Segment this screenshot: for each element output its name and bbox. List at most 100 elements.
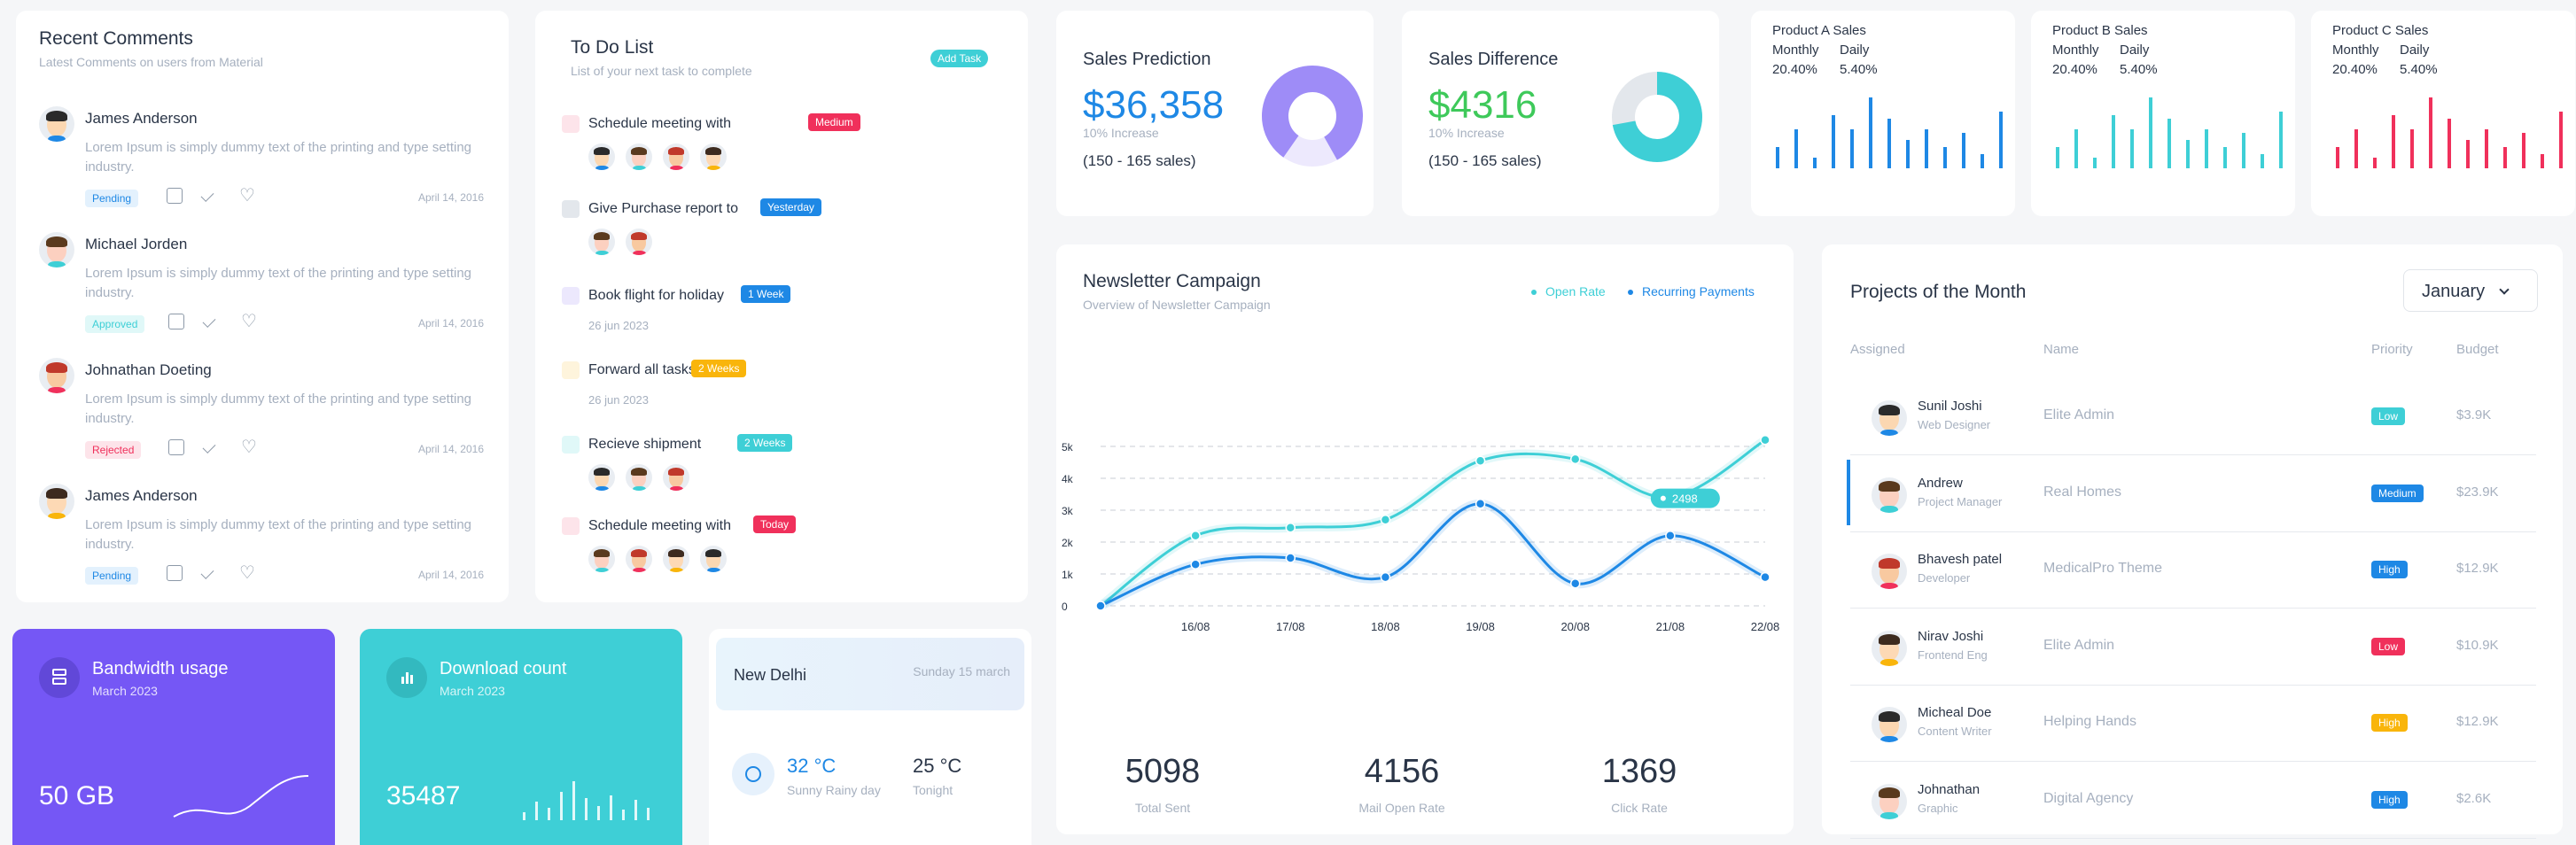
priority-badge: Low	[2371, 637, 2406, 655]
avatar	[588, 546, 615, 572]
task-checkbox[interactable]	[562, 436, 580, 454]
projects-title: Projects of the Month	[1850, 282, 2027, 302]
assignee-name: Nirav Joshi	[1918, 628, 1984, 644]
edit-icon[interactable]	[168, 439, 184, 455]
comment-text: Lorem Ipsum is simply dummy text of the …	[85, 517, 472, 552]
weather-city: New Delhi	[734, 666, 807, 684]
y-tick-label: 2k	[1062, 537, 1074, 549]
product-bar	[2223, 147, 2227, 168]
heart-icon[interactable]: ♡	[241, 312, 257, 331]
task-text: Book flight for holiday	[588, 288, 724, 303]
add-task-button[interactable]: Add Task	[930, 50, 989, 67]
download-bar	[572, 781, 575, 820]
series-glow	[1097, 436, 1768, 610]
product-bar	[2466, 140, 2470, 168]
budget-value: $12.9K	[2456, 714, 2499, 729]
table-row[interactable]: Andrew Project Manager Real Homes Medium $23…	[1847, 456, 2536, 532]
product-bar	[1981, 154, 1984, 168]
weather-cond2: Tonight	[913, 783, 953, 797]
sales-prediction-card: Sales Prediction $36,358 10% Increase (1…	[1056, 11, 1374, 216]
product-bar	[1943, 147, 1947, 168]
sun-rain-icon	[732, 753, 774, 795]
heart-icon[interactable]: ♡	[241, 438, 257, 457]
download-bar	[560, 792, 563, 820]
product-bar	[2056, 147, 2059, 168]
product-bar	[1869, 97, 1872, 168]
sales-difference-title: Sales Difference	[1428, 50, 1559, 69]
stat-label: Mail Open Rate	[1358, 801, 1445, 815]
daily-label: Daily	[2400, 43, 2430, 58]
task-checkbox[interactable]	[562, 361, 580, 379]
sales-difference-donut	[1612, 72, 1702, 162]
table-row[interactable]: Micheal Doe Content Writer Helping Hands Hi…	[1850, 686, 2536, 762]
data-point	[1665, 531, 1676, 541]
table-header: Assigned	[1850, 342, 1905, 357]
sales-prediction-value: $36,358	[1083, 83, 1225, 127]
comment-date: April 14, 2016	[417, 443, 484, 455]
month-select[interactable]: January	[2403, 269, 2538, 312]
avatar	[1872, 630, 1907, 666]
product-bar	[2167, 119, 2171, 168]
recent-comments-title: Recent Comments	[39, 28, 193, 49]
table-row[interactable]: Nirav Joshi Frontend Eng Elite Admin Low $10…	[1850, 609, 2536, 686]
comment-text: Lorem Ipsum is simply dummy text of the …	[85, 266, 472, 300]
product-bar	[2503, 147, 2507, 168]
download-title: Download count	[440, 659, 567, 678]
check-icon[interactable]	[202, 440, 216, 454]
data-point	[1285, 523, 1296, 533]
edit-icon[interactable]	[168, 314, 184, 329]
table-row[interactable]: Sunil Joshi Web Designer Elite Admin Low $3.…	[1850, 379, 2536, 455]
download-bar	[535, 802, 538, 820]
y-tick-label: 4k	[1062, 473, 1074, 485]
task-checkbox[interactable]	[562, 517, 580, 535]
sales-prediction-donut	[1262, 66, 1363, 167]
product-bar	[2448, 119, 2451, 168]
assignee-name: Andrew	[1918, 475, 1963, 491]
task-checkbox[interactable]	[562, 200, 580, 218]
edit-icon[interactable]	[167, 188, 183, 204]
table-header: Name	[2043, 342, 2080, 357]
sales-difference-value: $4316	[1428, 83, 1537, 127]
heart-icon[interactable]: ♡	[239, 563, 255, 583]
data-point	[1569, 578, 1581, 589]
download-bar	[610, 795, 612, 820]
status-badge: Pending	[85, 190, 139, 207]
bandwidth-value: 50 GB	[39, 781, 115, 810]
task-checkbox[interactable]	[562, 287, 580, 305]
heart-icon[interactable]: ♡	[239, 186, 255, 205]
assignee-role: Graphic	[1918, 801, 1958, 815]
todo-card: To Do List List of your next task to com…	[535, 11, 1028, 602]
table-row[interactable]: Bhavesh patel Developer MedicalPro Theme Hi…	[1850, 532, 2536, 609]
check-icon[interactable]	[200, 189, 214, 202]
avatar	[39, 232, 74, 267]
check-icon[interactable]	[202, 314, 216, 328]
daily-value: 5.40%	[1840, 62, 1878, 77]
x-tick-label: 22/08	[1751, 620, 1780, 633]
assignee-role: Web Designer	[1918, 418, 1991, 431]
assignee-name: Micheal Doe	[1918, 705, 1992, 720]
x-tick-label: 16/08	[1181, 620, 1210, 633]
assignee-name: Sunil Joshi	[1918, 399, 1982, 414]
project-name: Helping Hands	[2043, 714, 2136, 729]
table-header: Priority	[2371, 342, 2413, 357]
weather-header: New Delhi Sunday 15 march	[716, 638, 1024, 710]
comment-text: Lorem Ipsum is simply dummy text of the …	[85, 391, 472, 426]
product-bar	[2429, 97, 2432, 168]
product-title: Product C Sales	[2332, 23, 2429, 38]
product-bar	[1962, 133, 1965, 168]
sales-prediction-increase: 10% Increase	[1083, 126, 1159, 140]
download-date: March 2023	[440, 684, 505, 698]
bandwidth-date: March 2023	[92, 684, 158, 698]
project-name: Elite Admin	[2043, 637, 2115, 653]
status-badge: Rejected	[85, 441, 142, 459]
sales-prediction-range: (150 - 165 sales)	[1083, 152, 1196, 169]
table-row[interactable]: Johnathan Graphic Digital Agency High $2.6K	[1850, 763, 2536, 839]
check-icon[interactable]	[200, 566, 214, 579]
data-point	[1095, 601, 1106, 611]
daily-value: 5.40%	[2120, 62, 2158, 77]
budget-value: $2.6K	[2456, 790, 2492, 806]
download-bar	[634, 800, 637, 820]
edit-icon[interactable]	[167, 565, 183, 581]
task-checkbox[interactable]	[562, 115, 580, 133]
data-point	[1475, 499, 1486, 509]
